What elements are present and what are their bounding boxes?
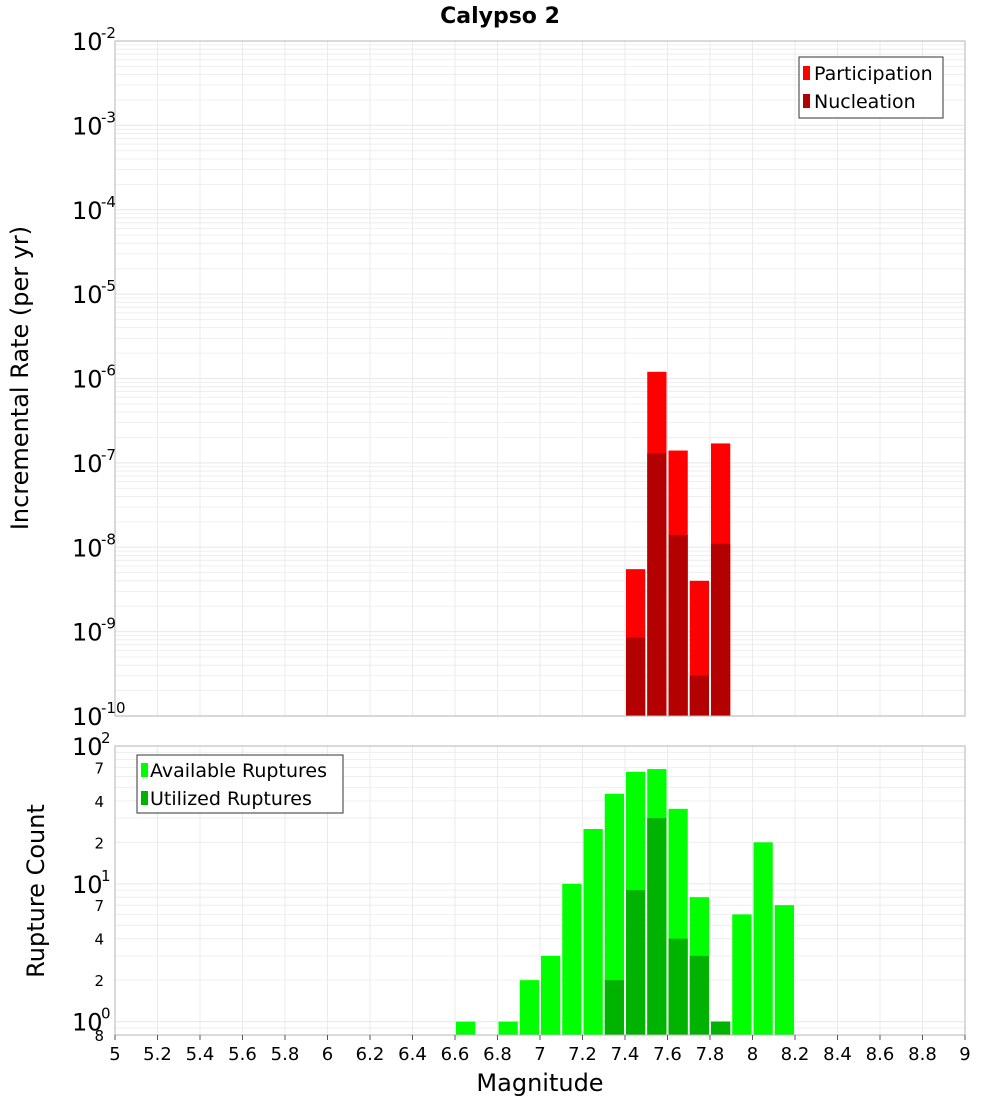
top-y-tick-exponent: -6 [101, 362, 116, 380]
x-tick-label: 6.6 [441, 1044, 470, 1065]
x-tick-label: 5.8 [271, 1044, 300, 1065]
count-bar-available-ruptures [562, 883, 582, 1035]
bottom-y-tick-label: 10 [72, 871, 103, 899]
count-bar-available-ruptures [519, 980, 539, 1035]
x-tick-label: 8.6 [866, 1044, 895, 1065]
top-bars [626, 371, 731, 716]
x-ticks: 5 5.2 5.4 5.6 5.8 6 6.2 6.4 6.6 6.8 7 7.2 7.4 7.6 7.8 8… [109, 1035, 971, 1065]
top-legend-box [798, 56, 944, 119]
top-y-tick-label: 10 [72, 28, 103, 56]
x-tick-label: 8.8 [908, 1044, 937, 1065]
top-y-tick-label: 10 [72, 534, 103, 562]
x-tick-label: 6.2 [356, 1044, 385, 1065]
top-y-tick-exponent: -3 [101, 108, 116, 126]
count-bar-available-ruptures [498, 1021, 518, 1035]
bottom-bars [456, 769, 794, 1035]
x-tick-label: 7.4 [611, 1044, 640, 1065]
chart-title: Calypso 2 [440, 4, 560, 29]
bottom-y-axis-label: Rupture Count [22, 804, 50, 978]
x-tick-label: 9 [959, 1044, 970, 1065]
top-y-tick-label: 10 [72, 112, 103, 140]
count-bar-available-ruptures [774, 905, 794, 1035]
top-y-ticks: 10-210-310-410-510-610-710-810-910-10 [72, 24, 126, 731]
top-y-tick-exponent: -2 [101, 24, 116, 42]
rate-bar-nucleation [711, 543, 731, 716]
count-bar-utilized-ruptures [647, 818, 667, 1035]
rate-bar-nucleation [647, 453, 667, 716]
bottom-y-minor-tick-label: 4 [94, 793, 104, 811]
top-y-axis-label: Incremental Rate (per yr) [6, 226, 34, 530]
bottom-y-minor-tick-label: 8 [94, 1027, 104, 1045]
count-bar-utilized-ruptures [604, 980, 624, 1035]
bottom-legend-box [136, 754, 344, 814]
legend-label-participation: Participation [814, 63, 933, 85]
top-y-tick-exponent: -9 [101, 615, 116, 633]
legend-label-available: Available Ruptures [150, 760, 327, 782]
bottom-y-minor-tick-label: 7 [94, 897, 104, 915]
top-y-tick-exponent: -4 [101, 193, 116, 211]
count-bar-utilized-ruptures [668, 938, 688, 1035]
rate-bar-nucleation [668, 534, 688, 716]
x-tick-label: 8 [747, 1044, 758, 1065]
bottom-y-minor-tick-label: 7 [94, 759, 104, 777]
bottom-legend: Available Ruptures Utilized Ruptures [136, 754, 344, 814]
count-bar-available-ruptures [753, 842, 773, 1035]
count-bar-available-ruptures [456, 1021, 476, 1035]
bottom-y-tick-label: 10 [72, 733, 103, 761]
bottom-y-minor-tick-label: 2 [94, 834, 104, 852]
top-y-tick-exponent: -7 [101, 446, 116, 464]
count-bar-utilized-ruptures [689, 955, 709, 1035]
x-tick-label: 8.2 [781, 1044, 810, 1065]
bottom-y-minor-tick-label: 4 [94, 931, 104, 949]
x-tick-label: 8.4 [823, 1044, 852, 1065]
x-axis-label: Magnitude [476, 1069, 603, 1097]
top-plot-frame [114, 40, 966, 717]
rate-bar-nucleation [626, 637, 646, 716]
top-y-tick-label: 10 [72, 366, 103, 394]
count-bar-utilized-ruptures [626, 890, 646, 1035]
top-legend: Participation Nucleation [798, 56, 944, 119]
x-tick-label: 7.2 [568, 1044, 597, 1065]
legend-label-nucleation: Nucleation [814, 91, 916, 113]
legend-label-utilized: Utilized Ruptures [150, 788, 312, 810]
x-tick-label: 7.6 [653, 1044, 682, 1065]
count-bar-available-ruptures [732, 914, 752, 1035]
bottom-y-tick-exponent: 0 [101, 1005, 111, 1023]
x-tick-label: 5.6 [228, 1044, 257, 1065]
x-tick-label: 6.8 [483, 1044, 512, 1065]
count-bar-available-ruptures [583, 828, 603, 1035]
top-y-tick-label: 10 [72, 703, 103, 731]
count-bar-utilized-ruptures [711, 1021, 731, 1035]
top-y-tick-exponent: -8 [101, 530, 116, 548]
bottom-y-tick-exponent: 2 [101, 729, 111, 747]
top-y-tick-exponent: -5 [101, 277, 116, 295]
x-tick-label: 5.2 [143, 1044, 172, 1065]
top-y-tick-label: 10 [72, 450, 103, 478]
x-tick-label: 7.8 [696, 1044, 725, 1065]
legend-swatch-available [141, 763, 148, 777]
bottom-y-minor-tick-label: 2 [94, 972, 104, 990]
top-y-tick-exponent: -10 [101, 699, 126, 717]
x-tick-label: 6.4 [398, 1044, 427, 1065]
bottom-y-tick-exponent: 1 [101, 867, 111, 885]
bottom-y-tick-label: 10 [72, 1009, 103, 1037]
top-y-tick-label: 10 [72, 619, 103, 647]
legend-swatch-utilized [141, 791, 148, 805]
x-tick-label: 6 [322, 1044, 333, 1065]
rate-bar-nucleation [689, 675, 709, 716]
x-tick-label: 7 [534, 1044, 545, 1065]
top-y-tick-label: 10 [72, 281, 103, 309]
x-tick-label: 5 [109, 1044, 120, 1065]
count-bar-available-ruptures [604, 793, 624, 1035]
legend-swatch-nucleation [803, 94, 810, 108]
x-tick-label: 5.4 [186, 1044, 215, 1065]
top-y-tick-label: 10 [72, 197, 103, 225]
top-panel: 10-210-310-410-510-610-710-810-910-10 In… [6, 24, 966, 731]
top-grid [114, 41, 966, 717]
count-bar-available-ruptures [541, 955, 561, 1035]
legend-swatch-participation [803, 66, 810, 80]
